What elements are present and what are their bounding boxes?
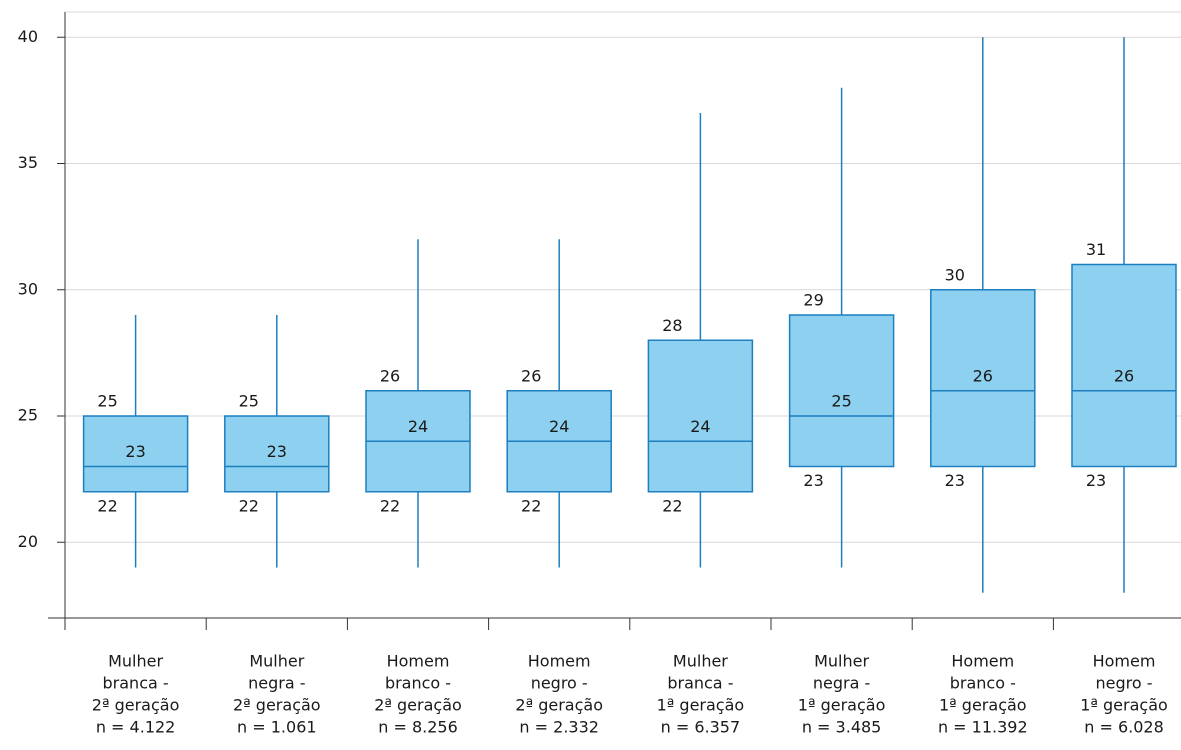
- box: [224, 415, 330, 493]
- x-tick-label: Homem: [387, 652, 450, 671]
- q1-label: 22: [97, 496, 117, 515]
- q1-label: 23: [1086, 471, 1106, 490]
- q3-label: 31: [1086, 240, 1106, 259]
- x-tick-label: n = 3.485: [802, 718, 882, 737]
- y-tick-label: 35: [18, 153, 38, 172]
- q1-label: 22: [380, 496, 400, 515]
- box: [930, 289, 1036, 468]
- q3-label: 29: [803, 291, 823, 310]
- x-tick-label: 1ª geração: [798, 696, 886, 715]
- q1-label: 23: [945, 471, 965, 490]
- median-label: 24: [690, 417, 710, 436]
- x-tick-label: Homem: [951, 652, 1014, 671]
- q3-label: 26: [380, 366, 400, 385]
- x-tick-label: negra -: [813, 674, 870, 693]
- x-tick-label: n = 8.256: [378, 718, 458, 737]
- y-tick-label: 20: [18, 532, 38, 551]
- x-tick-label: 1ª geração: [939, 696, 1027, 715]
- x-tick-label: n = 11.392: [938, 718, 1028, 737]
- box: [82, 415, 189, 493]
- x-tick-label: Mulher: [249, 652, 304, 671]
- box: [647, 339, 754, 493]
- x-tick-label: Mulher: [673, 652, 728, 671]
- x-tick-label: branco -: [950, 674, 1016, 693]
- median-label: 24: [549, 417, 569, 436]
- q3-label: 30: [945, 265, 965, 284]
- x-tick-label: n = 2.332: [519, 718, 599, 737]
- y-tick-label: 25: [18, 406, 38, 425]
- median-label: 25: [831, 392, 851, 411]
- x-tick-label: negra -: [248, 674, 305, 693]
- q3-label: 25: [239, 392, 259, 411]
- q1-label: 22: [662, 496, 682, 515]
- median-label: 26: [973, 366, 993, 385]
- x-tick-label: Homem: [528, 652, 591, 671]
- median-label: 23: [125, 442, 145, 461]
- x-tick-label: 2ª geração: [374, 696, 462, 715]
- y-tick-label: 30: [18, 279, 38, 298]
- q3-label: 25: [97, 392, 117, 411]
- x-tick-label: Mulher: [814, 652, 869, 671]
- x-tick-label: 2ª geração: [92, 696, 180, 715]
- x-tick-label: branca -: [667, 674, 733, 693]
- y-tick-label: 40: [18, 27, 38, 46]
- x-tick-label: n = 4.122: [96, 718, 176, 737]
- x-tick-label: 1ª geração: [657, 696, 745, 715]
- x-tick-label: Mulher: [108, 652, 163, 671]
- x-tick-label: negro -: [531, 674, 588, 693]
- x-tick-label: n = 6.357: [661, 718, 741, 737]
- box: [1071, 263, 1177, 468]
- median-label: 26: [1114, 366, 1134, 385]
- q1-label: 22: [521, 496, 541, 515]
- x-tick-label: negro -: [1095, 674, 1152, 693]
- q3-label: 26: [521, 366, 541, 385]
- q1-label: 22: [239, 496, 259, 515]
- x-tick-label: n = 6.028: [1084, 718, 1164, 737]
- x-tick-label: branca -: [103, 674, 169, 693]
- q3-label: 28: [662, 316, 682, 335]
- x-tick-label: branco -: [385, 674, 451, 693]
- median-label: 23: [267, 442, 287, 461]
- box: [788, 314, 895, 468]
- x-tick-label: 2ª geração: [233, 696, 321, 715]
- x-tick-label: n = 1.061: [237, 718, 317, 737]
- x-tick-label: 2ª geração: [515, 696, 603, 715]
- q1-label: 23: [803, 471, 823, 490]
- median-label: 24: [408, 417, 428, 436]
- x-tick-label: 1ª geração: [1080, 696, 1168, 715]
- x-tick-label: Homem: [1093, 652, 1156, 671]
